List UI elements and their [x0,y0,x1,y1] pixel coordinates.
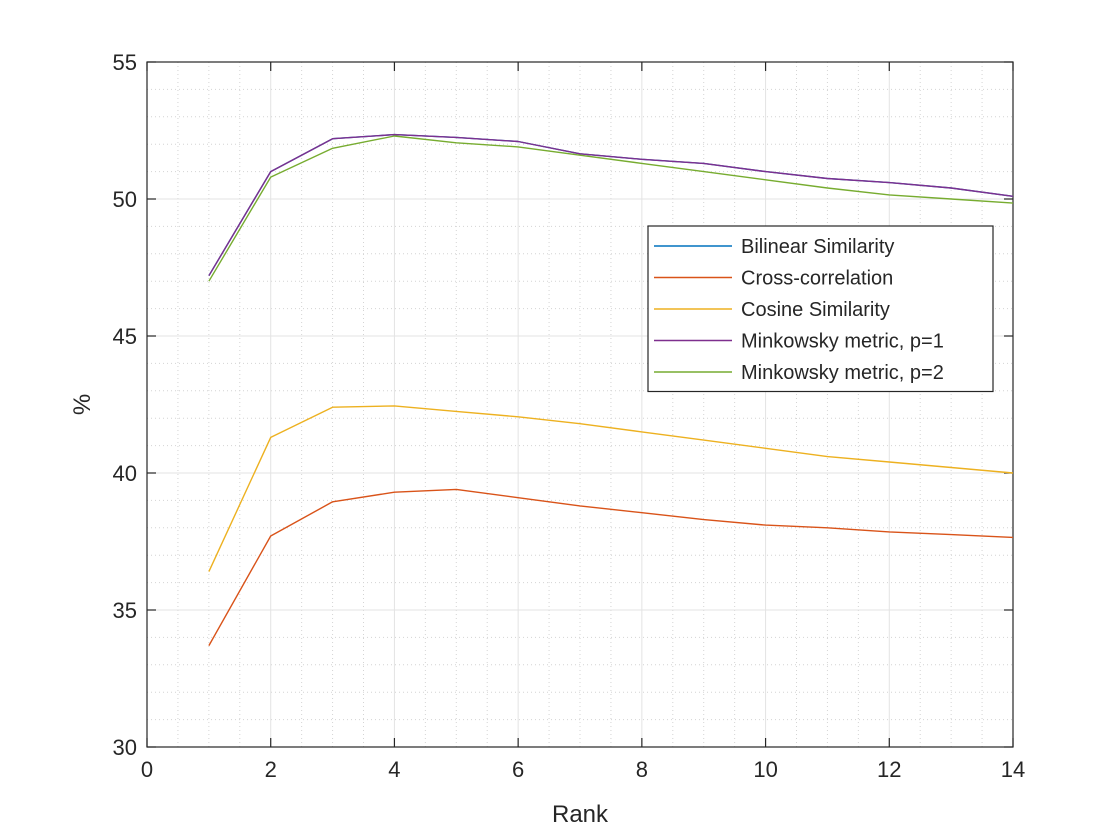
series-line-2 [208,488,1014,646]
legend-entry: Minkowsky metric, p=2 [741,362,944,384]
x-tick-label: 10 [753,757,777,782]
y-tick-label: 35 [113,598,137,623]
x-tick-label: 4 [388,757,400,782]
series-lines [208,133,1014,646]
axis-ticks: 0 2 4 6 8 10 12 14 30 35 40 45 50 55 [113,50,1026,782]
y-tick-label: 50 [113,187,137,212]
x-tick-label: 2 [265,757,277,782]
x-tick-label: 0 [141,757,153,782]
x-tick-label: 12 [877,757,901,782]
series-line-3 [208,405,1014,572]
x-tick-label: 6 [512,757,524,782]
grid [146,61,1014,748]
x-tick-label: 14 [1001,757,1025,782]
plot-area [146,61,1014,748]
legend-entry: Cross-correlation [741,268,893,290]
legend-entry: Cosine Similarity [741,299,890,321]
y-axis-label: % [69,394,96,415]
y-tick-label: 30 [113,735,137,760]
legend-entry: Minkowsky metric, p=1 [741,331,944,353]
series-line-5 [208,135,1014,282]
x-axis-label: Rank [552,801,609,828]
y-tick-label: 45 [113,324,137,349]
y-tick-label: 40 [113,461,137,486]
series-line-4 [208,133,1014,277]
x-tick-label: 8 [636,757,648,782]
y-tick-label: 55 [113,50,137,75]
legend-entry: Bilinear Similarity [741,236,894,258]
legend: Bilinear Similarity Cross-correlation Cosi… [647,225,994,393]
